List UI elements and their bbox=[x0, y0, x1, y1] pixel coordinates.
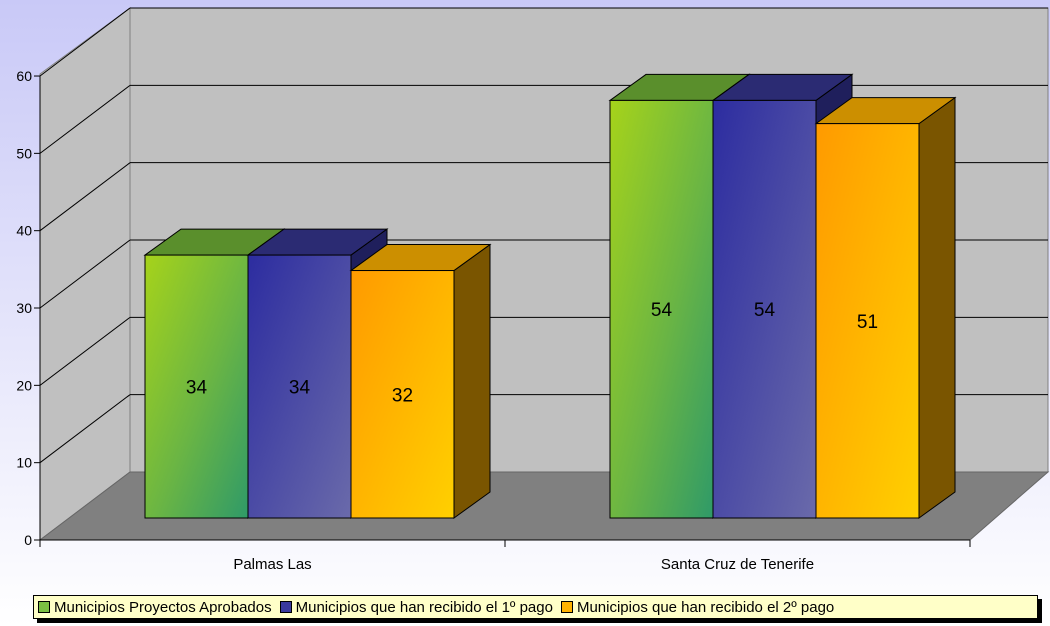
bar: 51 bbox=[814, 96, 957, 519]
data-label: 34 bbox=[186, 378, 208, 399]
bar-front bbox=[350, 270, 455, 519]
bar-front bbox=[712, 99, 817, 519]
legend-label: Municipios que han recibido el 1º pago bbox=[295, 598, 553, 616]
bar-front bbox=[247, 254, 352, 519]
y-tick-label: 60 bbox=[16, 68, 32, 84]
bar-front bbox=[609, 99, 714, 519]
bar-side bbox=[453, 243, 491, 519]
gridline-side bbox=[39, 394, 131, 464]
legend-swatch bbox=[38, 601, 50, 613]
bars: 34 34 32 54 54 51 bbox=[143, 73, 957, 519]
legend-label: Municipios Proyectos Aprobados bbox=[54, 598, 272, 616]
data-label: 54 bbox=[651, 300, 673, 321]
legend-swatch bbox=[279, 601, 292, 613]
data-label: 34 bbox=[289, 378, 311, 399]
gridline-side bbox=[39, 239, 131, 309]
bar-chart: 0 10 20 30 40 50 60 34 34 32 54 54 51 Palmas Las San… bbox=[16, 7, 1050, 573]
category-label: Palmas Las bbox=[233, 556, 311, 573]
gridline-side bbox=[39, 162, 131, 232]
y-tick-label: 30 bbox=[16, 300, 32, 316]
legend-swatch bbox=[560, 601, 573, 613]
bar-front bbox=[144, 254, 249, 519]
bar: 32 bbox=[349, 243, 492, 519]
y-tick-label: 50 bbox=[16, 145, 32, 161]
legend: Municipios Proyectos Aprobados Municipios… bbox=[33, 595, 1038, 619]
y-tick-label: 40 bbox=[16, 223, 32, 239]
category-label: Santa Cruz de Tenerife bbox=[661, 556, 814, 573]
legend-item: Municipios que han recibido el 2º pago bbox=[560, 598, 835, 616]
bar-side bbox=[918, 96, 956, 519]
gridline-side bbox=[39, 7, 131, 77]
gridline-side bbox=[39, 316, 131, 386]
y-tick-label: 10 bbox=[16, 455, 32, 471]
legend-item: Municipios que han recibido el 1º pago bbox=[279, 598, 553, 616]
legend-item: Municipios Proyectos Aprobados bbox=[38, 599, 272, 616]
data-label: 54 bbox=[754, 300, 776, 321]
y-tick-label: 20 bbox=[16, 377, 32, 393]
data-label: 32 bbox=[392, 385, 413, 406]
x-axis: Palmas Las Santa Cruz de Tenerife bbox=[39, 539, 971, 573]
legend-label: Municipios que han recibido el 2º pago bbox=[576, 598, 835, 616]
gridline-side bbox=[39, 84, 131, 154]
y-axis: 0 10 20 30 40 50 60 bbox=[16, 68, 41, 548]
y-tick-label: 0 bbox=[24, 532, 32, 548]
bar-front bbox=[815, 123, 920, 519]
data-label: 51 bbox=[857, 312, 878, 333]
